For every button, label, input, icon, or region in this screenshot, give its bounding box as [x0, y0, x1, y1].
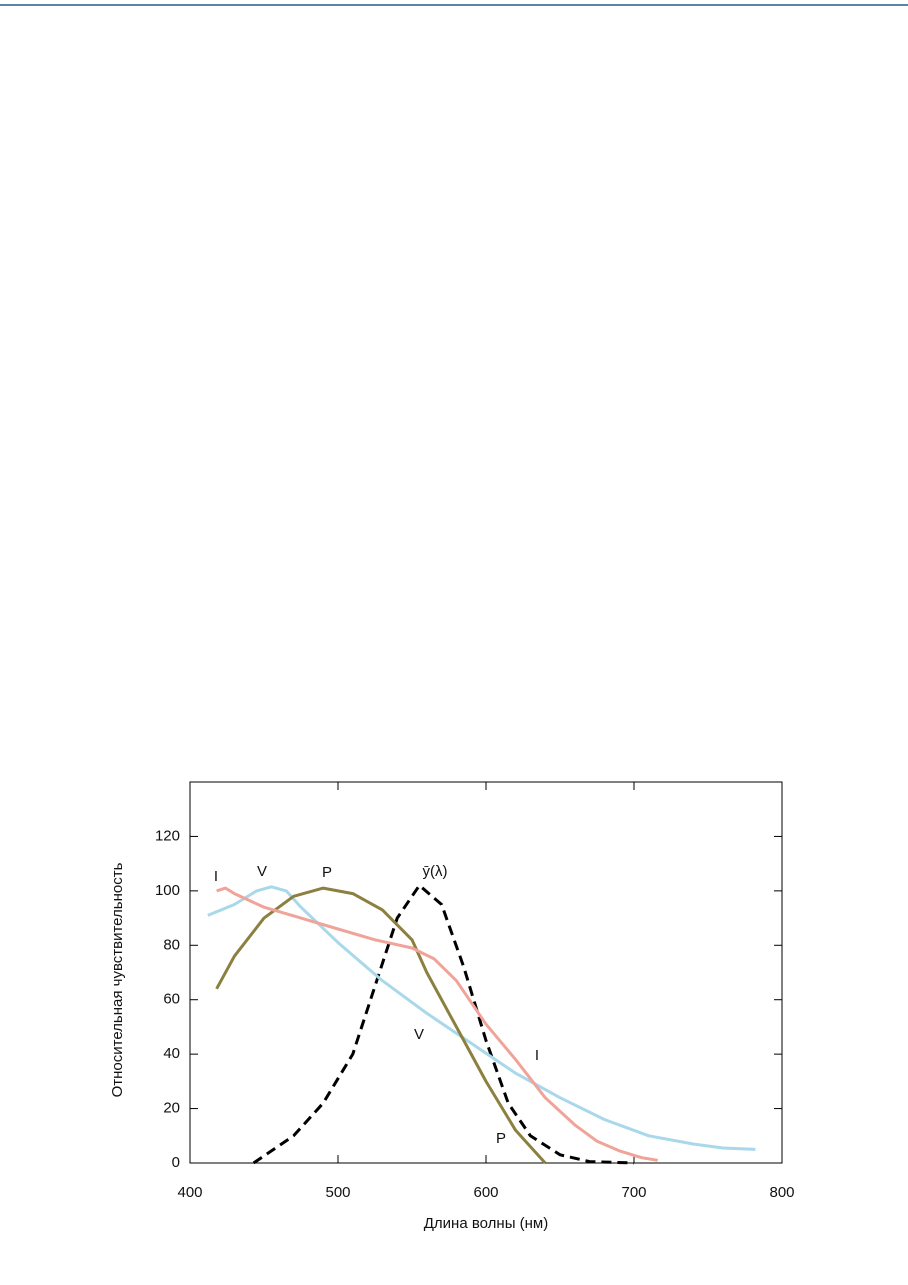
- series-line: [252, 883, 635, 1165]
- x-tick-label: 800: [769, 1184, 794, 1201]
- plot-frame: [189, 781, 783, 1164]
- series-line: [215, 886, 547, 1165]
- series-line: [216, 886, 658, 1162]
- y-tick-label: 120: [155, 827, 180, 844]
- series-line: [207, 885, 756, 1151]
- y-tick-label: 0: [172, 1154, 180, 1171]
- series-label: ȳ(λ): [423, 863, 448, 880]
- y-tick-label: 80: [163, 936, 180, 953]
- series-label: I: [535, 1047, 539, 1064]
- series-label: P: [322, 864, 332, 881]
- y-tick-label: 20: [163, 1100, 180, 1117]
- x-tick-label: 500: [325, 1184, 350, 1201]
- y-axis-label: Относительная чувствительность: [109, 862, 126, 1097]
- series-label: V: [414, 1026, 424, 1043]
- x-tick-label: 700: [621, 1184, 646, 1201]
- x-axis-label: Длина волны (нм): [424, 1215, 548, 1232]
- y-tick-label: 40: [163, 1045, 180, 1062]
- y-tick-label: 60: [163, 991, 180, 1008]
- series-label: V: [257, 863, 267, 880]
- y-tick-label: 100: [155, 882, 180, 899]
- series-label: P: [496, 1130, 506, 1147]
- x-tick-label: 600: [473, 1184, 498, 1201]
- x-tick-label: 400: [177, 1184, 202, 1201]
- series-label: I: [214, 868, 218, 885]
